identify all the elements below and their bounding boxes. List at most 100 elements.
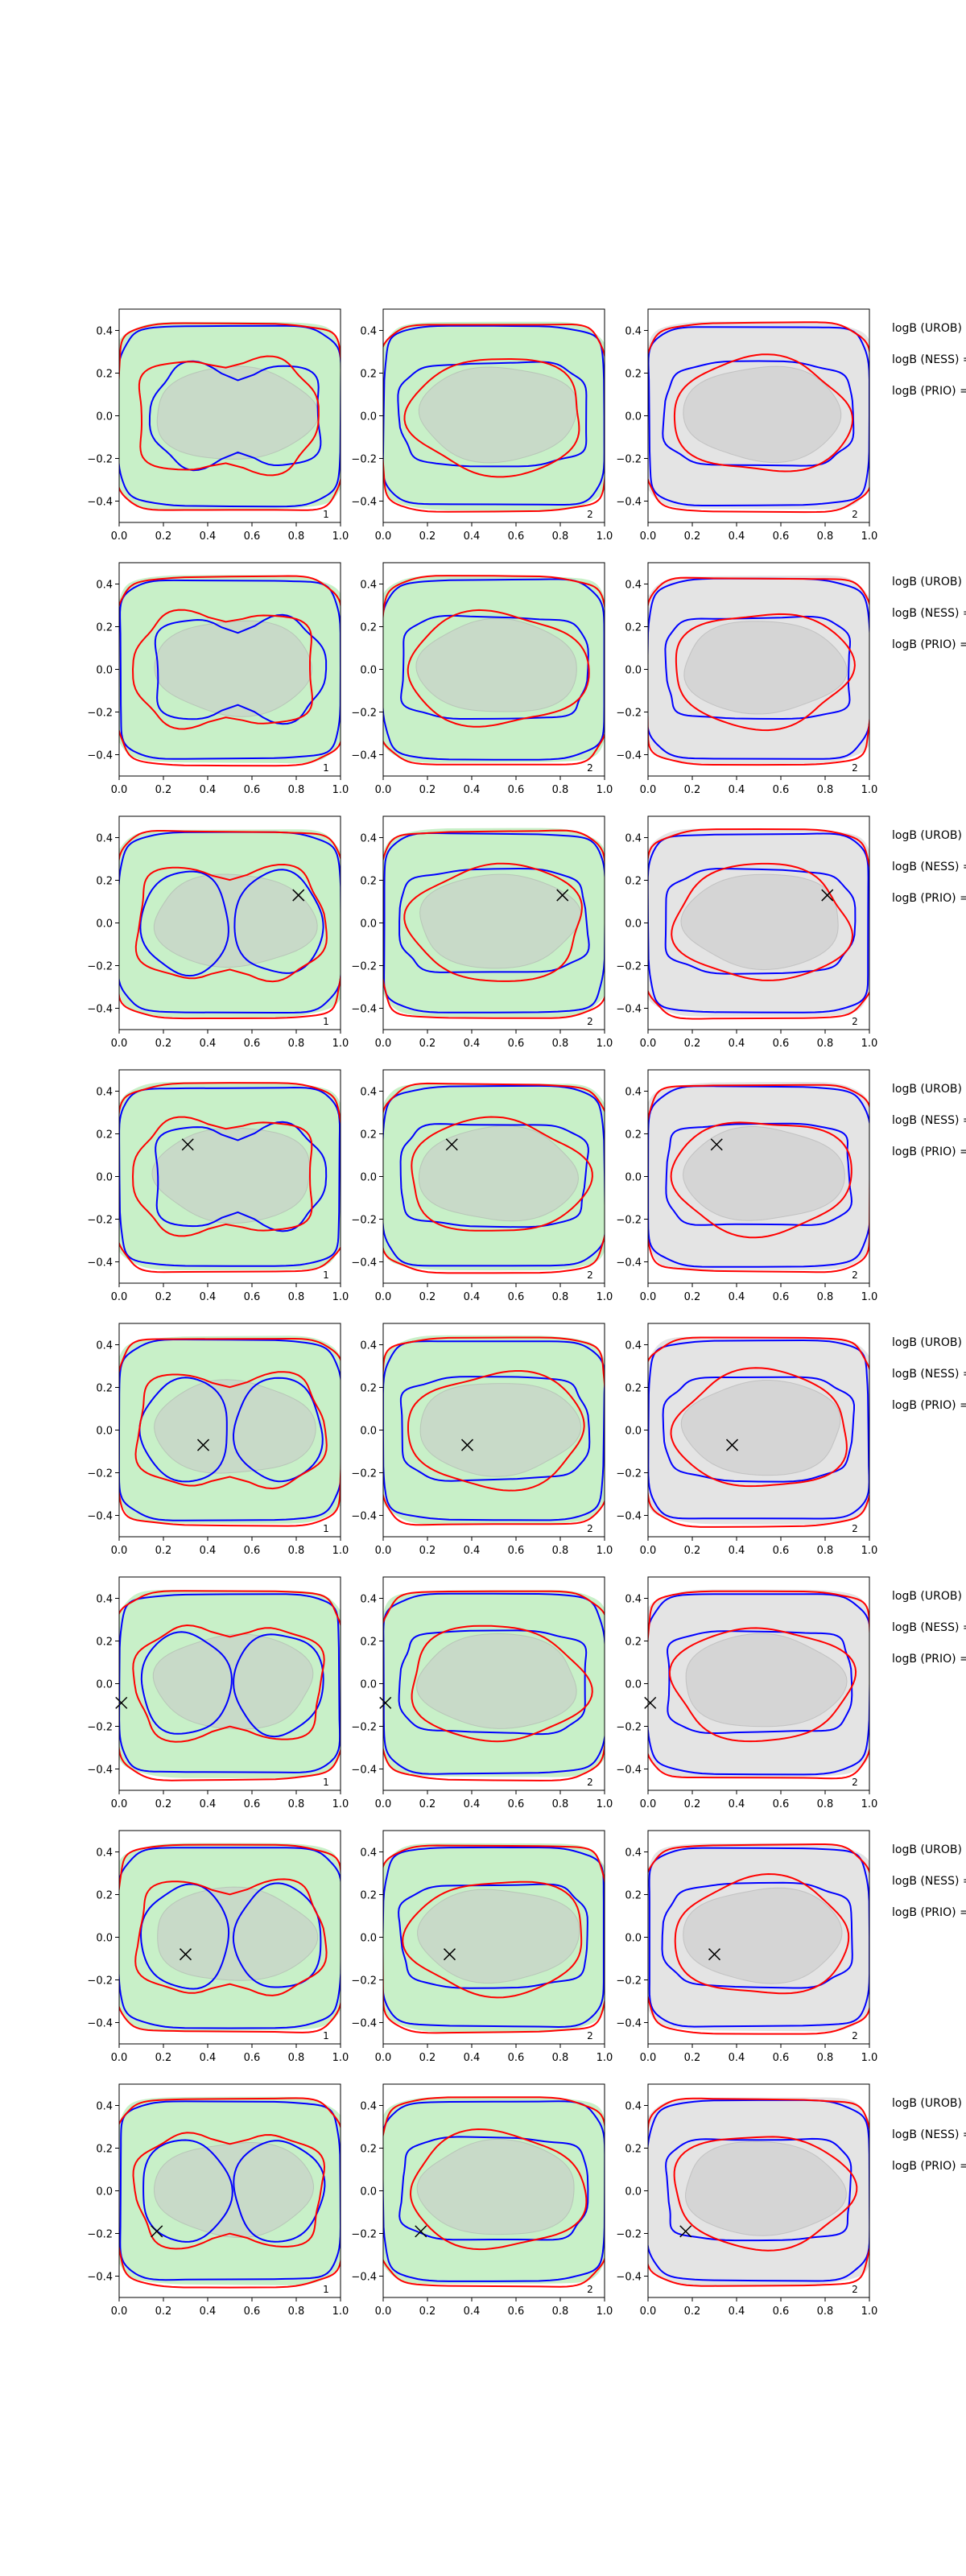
panel-r4-c1: 0.0 0.2 0.4 0.6 0.8 1.0 0.4 0.2 0.0 −0.2 −0.4 1 — [87, 1069, 349, 1303]
x-tick-label: 0.0 — [375, 1291, 392, 1303]
y-tick-label: −0.2 — [351, 454, 377, 466]
panel-plot-area — [648, 1082, 869, 1274]
y-tick-label: 0.2 — [625, 2144, 642, 2156]
blue-inner-contour — [398, 1629, 588, 1736]
x-tick-label: 0.4 — [200, 1291, 217, 1303]
row7-side-label: logB (UROB) = — [892, 1843, 966, 1856]
y-tick-label: 0.4 — [96, 1087, 113, 1099]
x-tick-label: 1.0 — [597, 784, 613, 796]
x-tick-label: 0.8 — [817, 1038, 834, 1050]
x-tick-label: 0.8 — [552, 784, 569, 796]
red-outer-contour — [383, 1590, 605, 1781]
row6-side-label: logB (UROB) = — [892, 1590, 966, 1603]
y-tick-label: 0.0 — [360, 919, 377, 931]
y-tick-label: 0.4 — [625, 1340, 642, 1352]
x-tick-label: 0.2 — [419, 1798, 436, 1810]
y-tick-label: −0.4 — [616, 2272, 642, 2284]
y-tick-label: 0.4 — [625, 2101, 642, 2113]
y-tick-label: −0.4 — [351, 2018, 377, 2030]
x-tick-label: 0.6 — [508, 1545, 525, 1557]
panel-r8-c2: 0.0 0.2 0.4 0.6 0.8 1.0 0.4 0.2 0.0 −0.2 −0.4 2 — [351, 2083, 613, 2318]
red-inner-contour — [674, 1872, 850, 1995]
x-tick-label: 0.0 — [640, 1545, 657, 1557]
y-tick-label: 0.2 — [96, 2144, 113, 2156]
y-tick-label: 0.4 — [625, 1847, 642, 1860]
x-tick-label: 0.8 — [288, 1038, 305, 1050]
x-tick-label: 0.8 — [817, 1798, 834, 1810]
inner-density-region — [418, 366, 578, 464]
y-tick-label: 0.0 — [625, 665, 642, 677]
x-tick-label: 0.6 — [773, 1038, 790, 1050]
blue-inner-contour — [662, 360, 855, 467]
x-tick-label: 0.4 — [200, 1798, 217, 1810]
y-tick-label: 0.2 — [625, 369, 642, 381]
y-tick-label: −0.4 — [351, 1765, 377, 1777]
x-tick-label: 1.0 — [332, 1291, 349, 1303]
row3-side-label: logB (PRIO) = — [892, 892, 966, 905]
x-tick-label: 0.2 — [155, 2052, 172, 2064]
red-outer-contour — [648, 1336, 869, 1528]
x-tick-label: 1.0 — [861, 1545, 878, 1557]
blue-outer-contour — [119, 1847, 341, 2029]
x-tick-label: 0.2 — [684, 2052, 701, 2064]
x-tick-label: 0.6 — [244, 2052, 261, 2064]
true-parameter-marker — [443, 1948, 456, 1961]
row8-side-label: logB (NESS) = — [892, 2128, 966, 2141]
x-tick-label: 1.0 — [861, 1038, 878, 1050]
row4-side-label: logB (UROB) = — [892, 1083, 966, 1096]
x-tick-label: 0.8 — [552, 1291, 569, 1303]
x-tick-label: 0.0 — [640, 2306, 657, 2318]
x-tick-label: 0.2 — [419, 2306, 436, 2318]
blue-outer-contour — [383, 1592, 605, 1775]
y-tick-label: 0.4 — [360, 326, 377, 338]
panel-r6-c1: 0.0 0.2 0.4 0.6 0.8 1.0 0.4 0.2 0.0 −0.2 −0.4 1 — [87, 1576, 349, 1810]
row7-side-label: logB (PRIO) = — [892, 1906, 966, 1919]
y-tick-label: 0.4 — [96, 2101, 113, 2113]
panel-r2-c3: 0.0 0.2 0.4 0.6 0.8 1.0 0.4 0.2 0.0 −0.2 −0.4 2 — [616, 562, 877, 796]
row1-side-label: logB (NESS) = — [892, 353, 966, 366]
row1-side-label: logB (UROB) = — [892, 322, 966, 335]
panel-corner-label: 1 — [323, 509, 329, 520]
x-tick-label: 0.8 — [288, 2306, 305, 2318]
red-inner-contour — [131, 609, 313, 730]
y-tick-label: −0.2 — [616, 2229, 642, 2241]
x-tick-label: 0.4 — [464, 2306, 481, 2318]
blue-outer-contour — [119, 2100, 341, 2281]
y-tick-label: 0.4 — [96, 326, 113, 338]
blue-outer-contour — [119, 324, 341, 508]
x-tick-label: 0.8 — [817, 530, 834, 543]
x-tick-label: 0.0 — [111, 784, 128, 796]
y-tick-label: 0.2 — [96, 369, 113, 381]
x-tick-label: 0.6 — [244, 1545, 261, 1557]
red-outer-contour — [648, 2097, 869, 2287]
y-tick-label: 0.2 — [360, 622, 377, 634]
panel-corner-label: 2 — [587, 1269, 593, 1281]
x-tick-label: 0.0 — [375, 1545, 392, 1557]
red-outer-contour — [383, 324, 605, 513]
inner-density-region — [416, 2138, 575, 2235]
x-tick-label: 0.6 — [508, 1038, 525, 1050]
y-tick-label: −0.4 — [87, 1511, 113, 1523]
inner-density-region — [417, 1889, 580, 1984]
x-tick-label: 1.0 — [597, 2052, 613, 2064]
row1-side-label: logB (PRIO) = — [892, 385, 966, 398]
y-tick-label: −0.2 — [87, 1215, 113, 1227]
y-tick-label: 0.0 — [96, 411, 113, 423]
panel-corner-label: 2 — [852, 762, 858, 774]
y-tick-label: 0.0 — [360, 411, 377, 423]
panel-r1-c2: 0.0 0.2 0.4 0.6 0.8 1.0 0.4 0.2 0.0 −0.2 −0.4 2 — [351, 308, 613, 543]
y-tick-label: −0.4 — [616, 497, 642, 509]
red-inner-contour — [670, 1121, 852, 1239]
x-tick-label: 1.0 — [861, 2306, 878, 2318]
y-tick-label: 0.4 — [625, 326, 642, 338]
x-tick-label: 0.2 — [684, 530, 701, 543]
blue-outer-contour — [383, 1084, 605, 1267]
red-outer-contour — [383, 1082, 605, 1274]
x-tick-label: 0.8 — [288, 1798, 305, 1810]
inner-density-region — [415, 1633, 577, 1729]
row4-side-label: logB (PRIO) = — [892, 1146, 966, 1158]
y-tick-label: 0.4 — [360, 1594, 377, 1606]
y-tick-label: 0.2 — [96, 1129, 113, 1141]
red-inner-contour — [668, 1627, 857, 1743]
y-tick-label: −0.4 — [351, 1257, 377, 1269]
